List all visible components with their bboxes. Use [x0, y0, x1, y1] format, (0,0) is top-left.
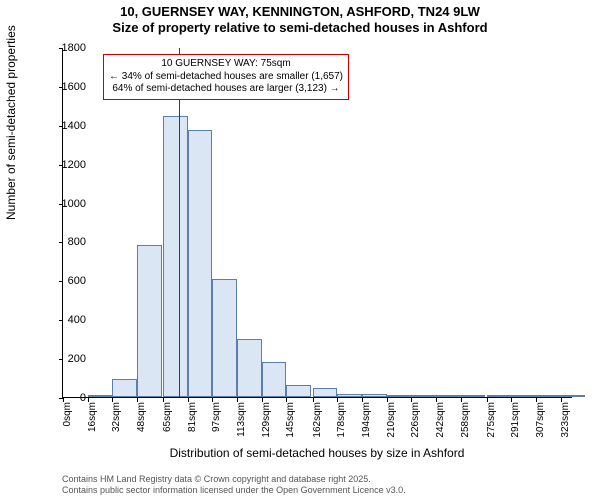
x-tick-label: 16sqm — [87, 402, 98, 448]
y-tick-label: 1600 — [46, 81, 86, 93]
x-tick-label: 129sqm — [261, 402, 272, 448]
x-tick-label: 178sqm — [336, 402, 347, 448]
histogram-bar — [137, 245, 162, 397]
histogram-bar — [362, 394, 387, 398]
histogram-bar — [436, 395, 461, 397]
x-tick-label: 0sqm — [62, 402, 73, 448]
x-tick-label: 162sqm — [312, 402, 323, 448]
x-tick-label: 242sqm — [435, 402, 446, 448]
x-tick-label: 97sqm — [211, 402, 222, 448]
histogram-bar — [536, 395, 561, 397]
y-tick-label: 1400 — [46, 120, 86, 132]
title-line-2: Size of property relative to semi-detach… — [0, 20, 600, 36]
subject-property-marker — [179, 48, 181, 397]
y-tick-label: 1200 — [46, 159, 86, 171]
histogram-bar — [461, 395, 486, 397]
x-tick-label: 275sqm — [486, 402, 497, 448]
histogram-bar — [313, 388, 338, 397]
y-tick-label: 400 — [46, 314, 86, 326]
annotation-box: 10 GUERNSEY WAY: 75sqm← 34% of semi-deta… — [103, 54, 349, 100]
annotation-line: 10 GUERNSEY WAY: 75sqm — [109, 58, 343, 71]
histogram-bar — [112, 379, 137, 397]
x-tick-label: 113sqm — [236, 402, 247, 448]
x-tick-label: 291sqm — [510, 402, 521, 448]
y-tick-label: 600 — [46, 275, 86, 287]
attribution-footer: Contains HM Land Registry data © Crown c… — [62, 474, 406, 496]
x-tick-label: 226sqm — [410, 402, 421, 448]
histogram-bar — [237, 339, 262, 397]
histogram-bar — [88, 395, 113, 397]
histogram-bar — [212, 279, 237, 397]
x-tick-label: 145sqm — [285, 402, 296, 448]
x-tick-label: 65sqm — [162, 402, 173, 448]
annotation-line: 64% of semi-detached houses are larger (… — [109, 83, 343, 96]
histogram-bar — [511, 395, 536, 397]
x-tick-label: 48sqm — [136, 402, 147, 448]
histogram-bar — [262, 362, 287, 397]
y-tick-label: 1800 — [46, 42, 86, 54]
histogram-bar — [411, 395, 436, 397]
annotation-line: ← 34% of semi-detached houses are smalle… — [109, 71, 343, 84]
x-tick-label: 32sqm — [111, 402, 122, 448]
x-axis-label: Distribution of semi-detached houses by … — [62, 446, 572, 460]
histogram-bar — [188, 130, 213, 397]
x-tick-label: 194sqm — [361, 402, 372, 448]
y-axis-label: Number of semi-detached properties — [4, 25, 18, 220]
histogram-bar — [286, 385, 311, 397]
y-tick-label: 200 — [46, 353, 86, 365]
x-tick-label: 307sqm — [535, 402, 546, 448]
histogram-bar — [561, 395, 586, 397]
x-tick-label: 258sqm — [460, 402, 471, 448]
histogram-bar — [337, 394, 362, 398]
histogram-bar — [163, 116, 188, 397]
histogram-plot: 10 GUERNSEY WAY: 75sqm← 34% of semi-deta… — [62, 48, 572, 398]
y-tick-label: 800 — [46, 236, 86, 248]
footer-line-2: Contains public sector information licen… — [62, 485, 406, 496]
footer-line-1: Contains HM Land Registry data © Crown c… — [62, 474, 406, 485]
y-tick-label: 1000 — [46, 198, 86, 210]
chart-title: 10, GUERNSEY WAY, KENNINGTON, ASHFORD, T… — [0, 0, 600, 37]
x-tick-label: 81sqm — [187, 402, 198, 448]
x-tick-label: 323sqm — [560, 402, 571, 448]
histogram-bar — [487, 395, 512, 397]
title-line-1: 10, GUERNSEY WAY, KENNINGTON, ASHFORD, T… — [0, 4, 600, 20]
histogram-bar — [387, 395, 412, 397]
x-tick-label: 210sqm — [386, 402, 397, 448]
